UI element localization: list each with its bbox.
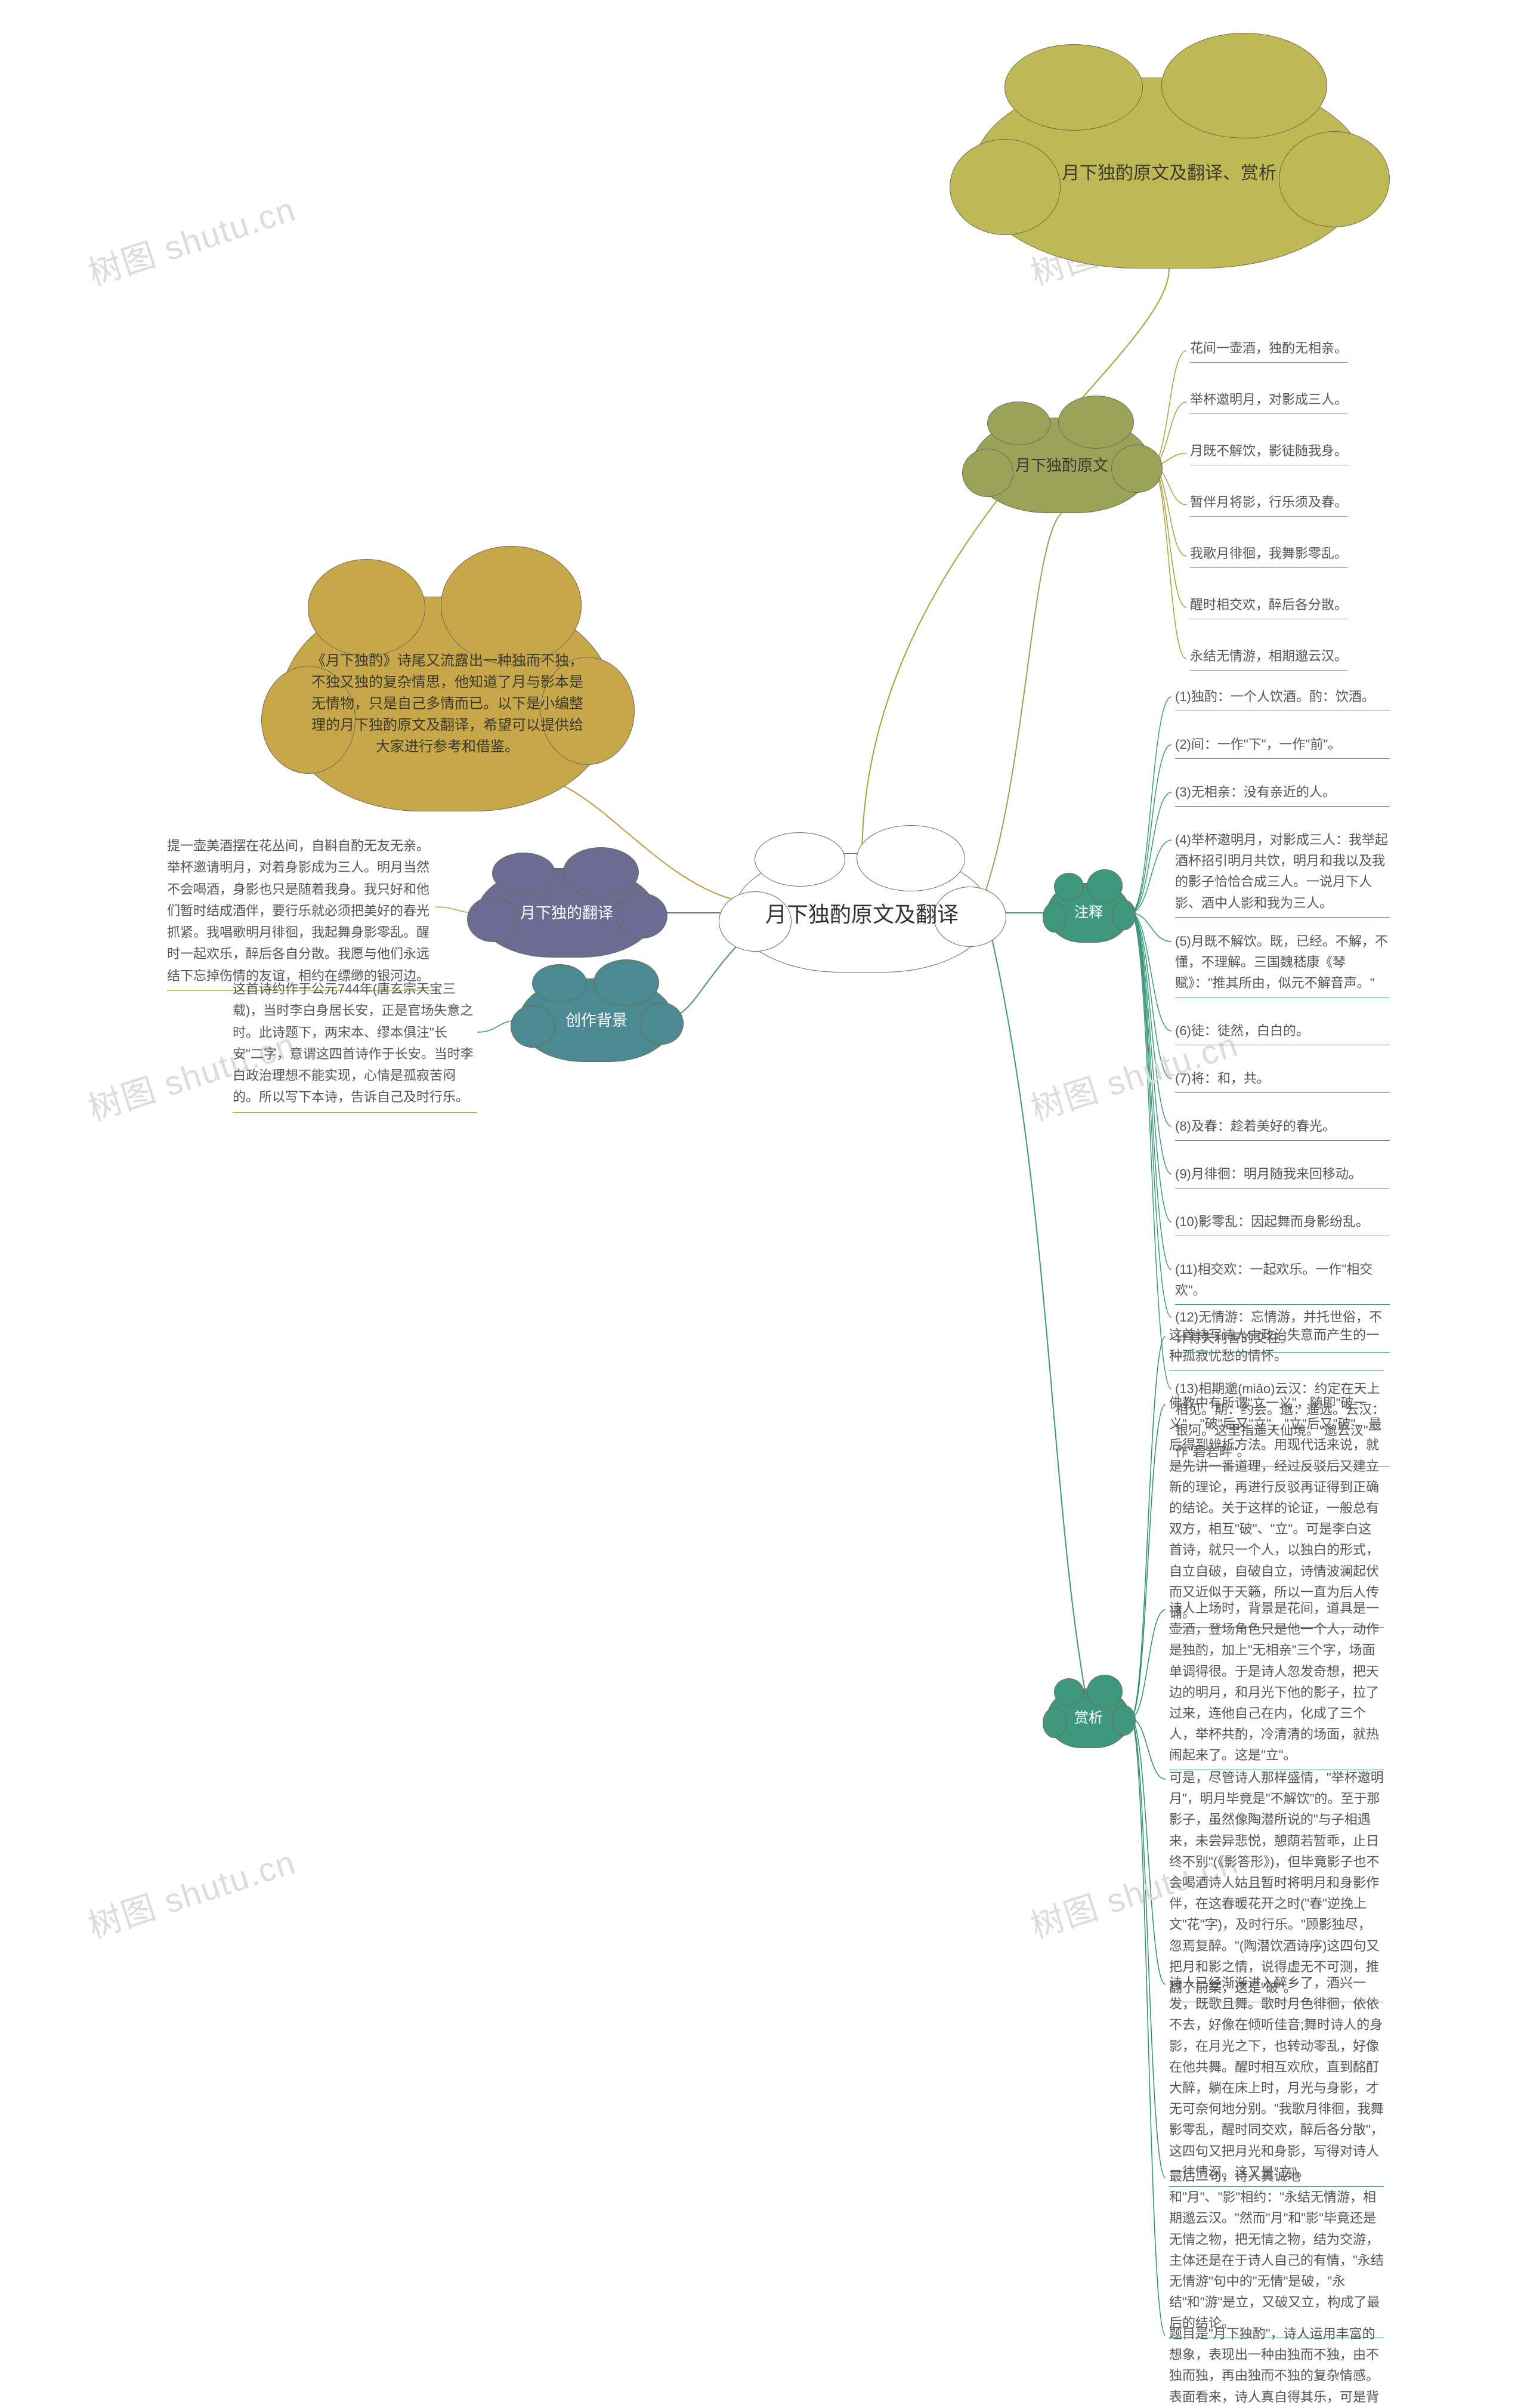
leaf-connector <box>1130 913 1171 1126</box>
translation-text: 提一壶美酒摆在花丛间，自斟自酌无友无亲。举杯邀请明月，对着身影成为三人。明月当然… <box>167 835 435 991</box>
leaf-connector <box>1151 351 1186 465</box>
leaf-connector <box>1130 1610 1166 1718</box>
node-intro: 《月下独酌》诗尾又流露出一种独而不独，不独又独的复杂情思，他知道了月与影本是无情… <box>280 597 614 811</box>
original-line: 月既不解饮，影徒随我身。 <box>1190 440 1347 465</box>
edge-center-appreciation <box>990 931 1086 1694</box>
node-label-center: 月下独酌原文及翻译 <box>765 897 959 928</box>
node-label-original: 月下独酌原文 <box>1015 454 1108 477</box>
background-text: 这首诗约作于公元744年(唐玄宗天宝三载)，当时李白身居长安，正是官场失意之时。… <box>233 978 477 1113</box>
note-item: (4)举杯邀明月，对影成三人：我举起酒杯招引明月共饮，明月和我以及我的影子恰恰合… <box>1175 829 1390 918</box>
node-translation: 月下独的翻译 <box>477 868 656 958</box>
leaf-connector <box>1130 1718 1166 2335</box>
leaf-connector <box>1130 792 1171 913</box>
leaf-connector <box>1130 1336 1166 1718</box>
leaf-connector <box>1130 1404 1166 1718</box>
leaf-connector <box>1130 840 1171 913</box>
note-item: (6)徒：徒然，白白的。 <box>1175 1020 1390 1045</box>
appreciation-item: 题目是"月下独酌"，诗人运用丰富的想象，表现出一种由独而不独，由不独而独，再由独… <box>1169 2323 1384 2408</box>
note-item: (8)及春：趁着美好的春光。 <box>1175 1116 1390 1141</box>
appreciation-item: 可是，尽管诗人那样盛情，"举杯邀明月"，明月毕竟是"不解饮"的。至于那影子，虽然… <box>1169 1767 1384 2002</box>
edge-center-title <box>862 268 1169 859</box>
node-background: 创作背景 <box>519 978 674 1062</box>
appreciation-item: 这首诗写诗人由政治失意而产生的一种孤寂忧愁的情怀。 <box>1169 1325 1384 1370</box>
leaf-connector <box>1130 913 1171 1222</box>
leaf-connector <box>1130 1718 1166 1984</box>
leaf-connector <box>1130 913 1171 1031</box>
note-item: (11)相交欢：一起欢乐。一作"相交欢"。 <box>1175 1259 1390 1305</box>
leaf-connector <box>1130 697 1171 913</box>
note-item: (3)无相亲：没有亲近的人。 <box>1175 782 1390 807</box>
appreciation-item: 最后二句，诗人真诚地和"月"、"影"相约："永结无情游，相期邈云汉。"然而"月"… <box>1169 2166 1384 2338</box>
leaf-connector <box>1130 913 1171 941</box>
leaf-connector <box>1130 745 1171 913</box>
node-label-intro: 《月下独酌》诗尾又流露出一种独而不独，不独又独的复杂情思，他知道了月与影本是无情… <box>305 650 590 758</box>
original-line: 暂伴月将影，行乐须及春。 <box>1190 492 1347 517</box>
original-line: 举杯邀明月，对影成三人。 <box>1190 389 1347 414</box>
appreciation-item: 佛教中有所谓"立一义"，随即"破一义"，"破"后又"立"，"立"后又"破"，最后… <box>1169 1393 1384 1628</box>
node-label-appreciation: 赏析 <box>1074 1708 1103 1729</box>
leaf-connector <box>1130 913 1171 1079</box>
node-appreciation: 赏析 <box>1047 1688 1130 1748</box>
edge-center-original <box>984 513 1062 895</box>
watermark: 树图 shutu.cn <box>81 1835 301 1948</box>
original-line: 醒时相交欢，醉后各分散。 <box>1190 594 1347 619</box>
appreciation-item: 诗人上场时，背景是花间，道具是一壶酒，登场角色只是他一个人，动作是独酌，加上"无… <box>1169 1598 1384 1770</box>
note-item: (10)影零乱：因起舞而身影纷乱。 <box>1175 1211 1390 1236</box>
leaf-connector <box>1130 1718 1166 1779</box>
leaf-connector <box>1130 1718 1166 2178</box>
node-center: 月下独酌原文及翻译 <box>734 853 990 973</box>
leaf-connector <box>1130 913 1171 1389</box>
leaf-connector <box>1130 913 1171 1174</box>
node-original: 月下独酌原文 <box>972 418 1151 513</box>
leaf-connector <box>1151 465 1186 607</box>
node-notes: 注释 <box>1047 883 1130 943</box>
original-line: 花间一壶酒，独酌无相亲。 <box>1190 338 1347 363</box>
node-label-background: 创作背景 <box>565 1009 628 1032</box>
leaf-connector <box>1151 465 1186 659</box>
node-label-title: 月下独酌原文及翻译、赏析 <box>1062 160 1276 187</box>
original-line: 我歌月徘徊，我舞影零乱。 <box>1190 543 1347 568</box>
note-item: (2)间：一作"下"，一作"前"。 <box>1175 734 1390 759</box>
node-label-notes: 注释 <box>1074 902 1103 924</box>
node-title: 月下独酌原文及翻译、赏析 <box>972 78 1366 268</box>
appreciation-item: 诗人已经渐渐进入醉乡了，酒兴一发，既歌且舞。歌时月色徘徊，依依不去，好像在倾听佳… <box>1169 1972 1384 2187</box>
node-label-translation: 月下独的翻译 <box>520 902 613 925</box>
note-item: (7)将：和，共。 <box>1175 1068 1390 1093</box>
watermark: 树图 shutu.cn <box>81 183 301 295</box>
note-item: (1)独酌：一个人饮酒。酌：饮酒。 <box>1175 686 1390 711</box>
leaf-connector <box>1130 913 1171 1270</box>
note-item: (5)月既不解饮。既，已经。不解，不懂，不理解。三国魏嵇康《琴赋》："推其所由，… <box>1175 931 1390 998</box>
leaf-connector <box>1130 913 1171 1317</box>
original-line: 永结无情游，相期邈云汉。 <box>1190 646 1347 671</box>
note-item: (9)月徘徊：明月随我来回移动。 <box>1175 1163 1390 1188</box>
